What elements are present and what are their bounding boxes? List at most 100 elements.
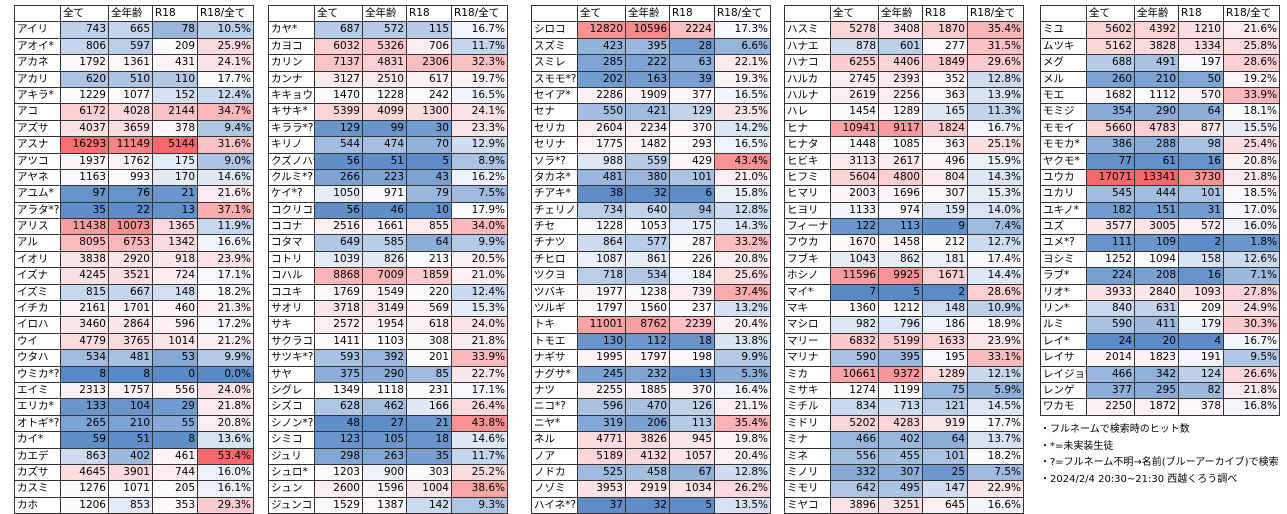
value-cell: 198 bbox=[670, 350, 715, 367]
name-cell: ヒヨリ bbox=[785, 202, 831, 220]
name-cell: モミジ bbox=[1041, 104, 1087, 121]
value-cell: 3896 bbox=[831, 497, 879, 514]
value-cell: 1792 bbox=[61, 55, 109, 72]
value-cell: 13.6% bbox=[198, 432, 254, 449]
value-cell: 11.7% bbox=[452, 38, 508, 56]
name-cell: ツクヨ bbox=[532, 268, 578, 285]
name-cell: アイリ bbox=[15, 22, 61, 39]
value-cell: 596 bbox=[153, 317, 198, 334]
value-cell: 2161 bbox=[61, 301, 109, 318]
name-cell: ウイ bbox=[15, 333, 61, 351]
value-cell: 1004 bbox=[407, 481, 452, 498]
value-cell: 163 bbox=[626, 71, 670, 88]
value-cell: 75 bbox=[923, 382, 968, 400]
header-cell: 全年齢 bbox=[1135, 6, 1179, 23]
value-cell: 121 bbox=[923, 399, 968, 416]
name-cell: ミノリ bbox=[785, 464, 831, 482]
value-cell: 6032 bbox=[315, 38, 363, 56]
value-cell: 56 bbox=[315, 202, 363, 220]
value-cell: 1094 bbox=[1135, 251, 1179, 269]
name-cell: ハナコ bbox=[785, 55, 831, 72]
value-cell: 82 bbox=[1179, 382, 1224, 400]
name-cell: チアキ* bbox=[532, 186, 578, 203]
value-cell: 4099 bbox=[363, 104, 407, 121]
name-cell: シノン*? bbox=[269, 415, 315, 433]
value-cell: 197 bbox=[1179, 55, 1224, 72]
value-cell: 1229 bbox=[61, 87, 109, 105]
value-cell: 12.8% bbox=[715, 464, 771, 482]
name-cell: カイ* bbox=[15, 432, 61, 449]
value-cell: 298 bbox=[315, 448, 363, 465]
value-cell: 29 bbox=[153, 399, 198, 416]
name-cell: カスミ bbox=[15, 481, 61, 498]
value-cell: 796 bbox=[879, 317, 923, 334]
value-cell: 8 bbox=[153, 432, 198, 449]
value-cell: 165 bbox=[923, 104, 968, 121]
header-cell: 全年齢 bbox=[626, 6, 670, 23]
value-cell: 27.8% bbox=[1224, 284, 1280, 302]
name-cell: ニヤ* bbox=[532, 415, 578, 433]
value-cell: 29.3% bbox=[198, 497, 254, 514]
value-cell: 109 bbox=[1135, 235, 1179, 252]
value-cell: 1696 bbox=[879, 186, 923, 203]
value-cell: 11149 bbox=[109, 137, 153, 154]
value-cell: 15.3% bbox=[452, 301, 508, 318]
value-cell: 293 bbox=[670, 137, 715, 154]
value-cell: 78 bbox=[153, 22, 198, 39]
name-cell: フウカ bbox=[785, 235, 831, 252]
value-cell: 1053 bbox=[626, 219, 670, 236]
value-cell: 3127 bbox=[315, 71, 363, 88]
value-cell: 585 bbox=[363, 235, 407, 252]
value-cell: 739 bbox=[670, 284, 715, 302]
value-cell: 470 bbox=[626, 399, 670, 416]
value-cell: 18.9% bbox=[968, 317, 1024, 334]
value-cell: 53.4% bbox=[198, 448, 254, 465]
name-cell: ユキノ* bbox=[1041, 202, 1087, 220]
value-cell: 122 bbox=[831, 219, 879, 236]
value-cell: 3577 bbox=[1087, 219, 1135, 236]
value-cell: 232 bbox=[626, 366, 670, 383]
value-cell: 945 bbox=[670, 432, 715, 449]
value-cell: 1977 bbox=[578, 284, 626, 302]
name-cell: ルミ bbox=[1041, 317, 1087, 334]
value-cell: 7.4% bbox=[968, 219, 1024, 236]
value-cell: 101 bbox=[670, 169, 715, 187]
value-cell: 9.4% bbox=[198, 120, 254, 138]
name-cell: マシロ bbox=[785, 317, 831, 334]
name-cell: セリナ bbox=[532, 137, 578, 154]
name-cell: マイ* bbox=[785, 284, 831, 302]
value-cell: 55 bbox=[153, 415, 198, 433]
name-cell: ミネ bbox=[785, 448, 831, 465]
value-cell: 3005 bbox=[1135, 219, 1179, 236]
value-cell: 34.0% bbox=[452, 219, 508, 236]
value-cell: 2617 bbox=[879, 153, 923, 170]
value-cell: 1670 bbox=[831, 235, 879, 252]
name-cell: ハルナ bbox=[785, 87, 831, 105]
value-cell: 386 bbox=[1087, 137, 1135, 154]
name-cell: ユズ bbox=[1041, 219, 1087, 236]
value-cell: 363 bbox=[923, 137, 968, 154]
value-cell: 462 bbox=[363, 399, 407, 416]
value-cell: 1458 bbox=[879, 235, 923, 252]
value-cell: 51 bbox=[109, 432, 153, 449]
value-cell: 1210 bbox=[1179, 22, 1224, 39]
value-cell: 363 bbox=[923, 87, 968, 105]
value-cell: 10941 bbox=[831, 120, 879, 138]
value-cell: 3730 bbox=[1179, 169, 1224, 187]
value-cell: 1361 bbox=[109, 55, 153, 72]
name-cell: キキョウ bbox=[269, 87, 315, 105]
name-cell: ヒナタ bbox=[785, 137, 831, 154]
value-cell: 151 bbox=[1135, 202, 1179, 220]
value-cell: 559 bbox=[626, 153, 670, 170]
value-cell: 590 bbox=[831, 350, 879, 367]
value-cell: 862 bbox=[879, 251, 923, 269]
value-cell: 1199 bbox=[879, 382, 923, 400]
value-cell: 9925 bbox=[879, 268, 923, 285]
value-cell: 28.6% bbox=[1224, 55, 1280, 72]
value-cell: 971 bbox=[363, 186, 407, 203]
name-cell: ミナ bbox=[785, 432, 831, 449]
table: 全て 全年齢 R18 R18/全て カヤ* 687 572 115 16.7% カヨコ 6032 53… bbox=[268, 5, 508, 514]
value-cell: 550 bbox=[578, 104, 626, 121]
value-cell: 12.9% bbox=[452, 137, 508, 154]
name-cell: シグレ bbox=[269, 382, 315, 400]
